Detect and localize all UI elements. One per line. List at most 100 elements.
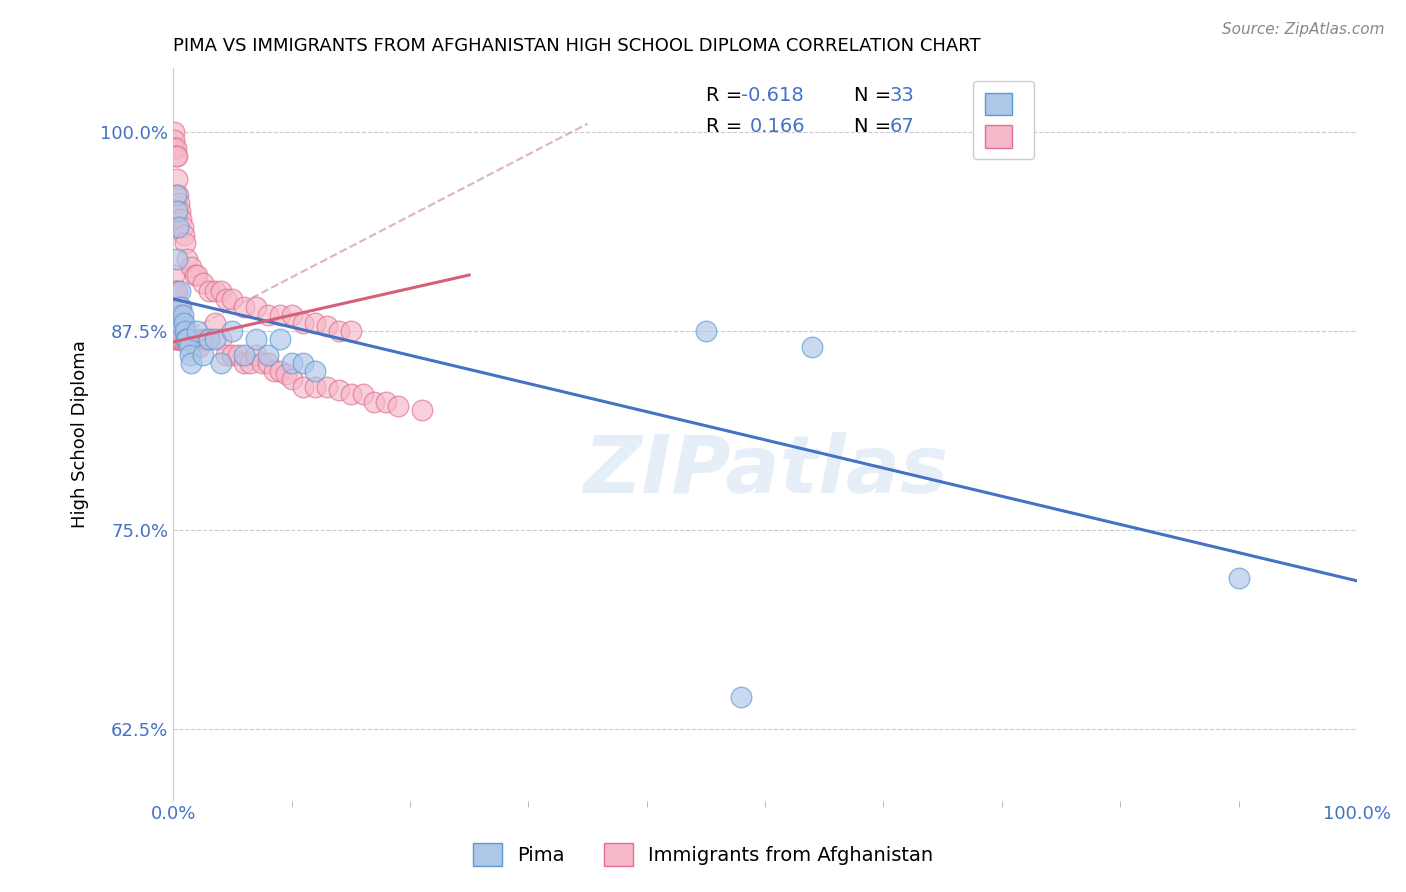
Point (169, 300, 191, 314)
Y-axis label: High School Diploma: High School Diploma (72, 341, 89, 528)
Point (233, 348, 256, 362)
Point (163, 316, 186, 330)
Point (195, 332, 218, 346)
Point (292, 379, 315, 393)
Point (173, 324, 195, 338)
Point (176, 332, 198, 346)
Point (174, 332, 197, 346)
Point (352, 387, 374, 401)
Text: PIMA VS IMMIGRANTS FROM AFGHANISTAN HIGH SCHOOL DIPLOMA CORRELATION CHART: PIMA VS IMMIGRANTS FROM AFGHANISTAN HIGH… (173, 37, 981, 55)
Point (186, 332, 208, 346)
Text: 33: 33 (890, 86, 914, 105)
Point (215, 292, 238, 306)
Point (204, 284, 226, 298)
Point (179, 348, 201, 362)
Point (801, 340, 824, 354)
Point (166, 204, 188, 219)
Point (269, 332, 291, 346)
Point (197, 284, 219, 298)
Point (363, 395, 385, 409)
Legend: Pima, Immigrants from Afghanistan: Pima, Immigrants from Afghanistan (465, 835, 941, 873)
Point (163, 300, 186, 314)
Point (730, 690, 752, 704)
Point (328, 324, 350, 338)
Point (173, 316, 195, 330)
Point (167, 324, 190, 338)
Point (167, 308, 190, 322)
Point (172, 332, 194, 346)
Text: Source: ZipAtlas.com: Source: ZipAtlas.com (1222, 22, 1385, 37)
Point (166, 324, 188, 338)
Point (169, 332, 191, 346)
Point (172, 308, 194, 322)
Point (197, 332, 219, 346)
Point (263, 363, 285, 377)
Point (250, 356, 273, 370)
Point (328, 383, 350, 397)
Point (292, 356, 315, 370)
Point (174, 332, 197, 346)
Point (269, 308, 291, 322)
Point (165, 324, 187, 338)
Point (186, 268, 208, 282)
Point (165, 284, 187, 298)
Point (170, 316, 193, 330)
Point (257, 308, 280, 322)
Point (274, 367, 297, 381)
Point (167, 316, 190, 330)
Point (172, 316, 194, 330)
Point (304, 379, 326, 393)
Point (209, 356, 232, 370)
Point (186, 324, 208, 338)
Point (167, 324, 190, 338)
Text: R =: R = (706, 117, 755, 136)
Point (228, 348, 250, 362)
Point (173, 228, 195, 243)
Point (233, 300, 256, 314)
Point (165, 140, 187, 154)
Point (169, 324, 191, 338)
Legend: , : , (973, 81, 1033, 160)
Point (191, 276, 214, 290)
Point (167, 332, 190, 346)
Point (197, 332, 219, 346)
Point (257, 348, 280, 362)
Point (166, 172, 188, 186)
Point (172, 220, 194, 235)
Point (169, 204, 191, 219)
Point (180, 260, 202, 274)
Point (209, 332, 232, 346)
Point (221, 324, 243, 338)
Point (239, 356, 262, 370)
Point (245, 300, 267, 314)
Point (257, 356, 280, 370)
Text: R =: R = (706, 86, 748, 105)
Point (163, 268, 186, 282)
Point (188, 340, 211, 354)
Point (163, 140, 186, 154)
Text: N =: N = (853, 86, 897, 105)
Text: -0.618: -0.618 (741, 86, 804, 105)
Point (167, 220, 190, 235)
Point (174, 324, 197, 338)
Point (183, 340, 205, 354)
Point (177, 340, 200, 354)
Point (180, 356, 202, 370)
Point (166, 148, 188, 162)
Point (170, 300, 193, 314)
Point (233, 356, 256, 370)
Point (165, 300, 187, 314)
Point (174, 236, 197, 251)
Point (166, 316, 188, 330)
Point (165, 188, 187, 202)
Point (169, 308, 191, 322)
Point (316, 379, 339, 393)
Point (167, 196, 190, 211)
Point (176, 332, 198, 346)
Point (176, 252, 198, 266)
Point (169, 284, 191, 298)
Point (167, 188, 190, 202)
Point (339, 387, 361, 401)
Point (191, 332, 214, 346)
Point (170, 212, 193, 227)
